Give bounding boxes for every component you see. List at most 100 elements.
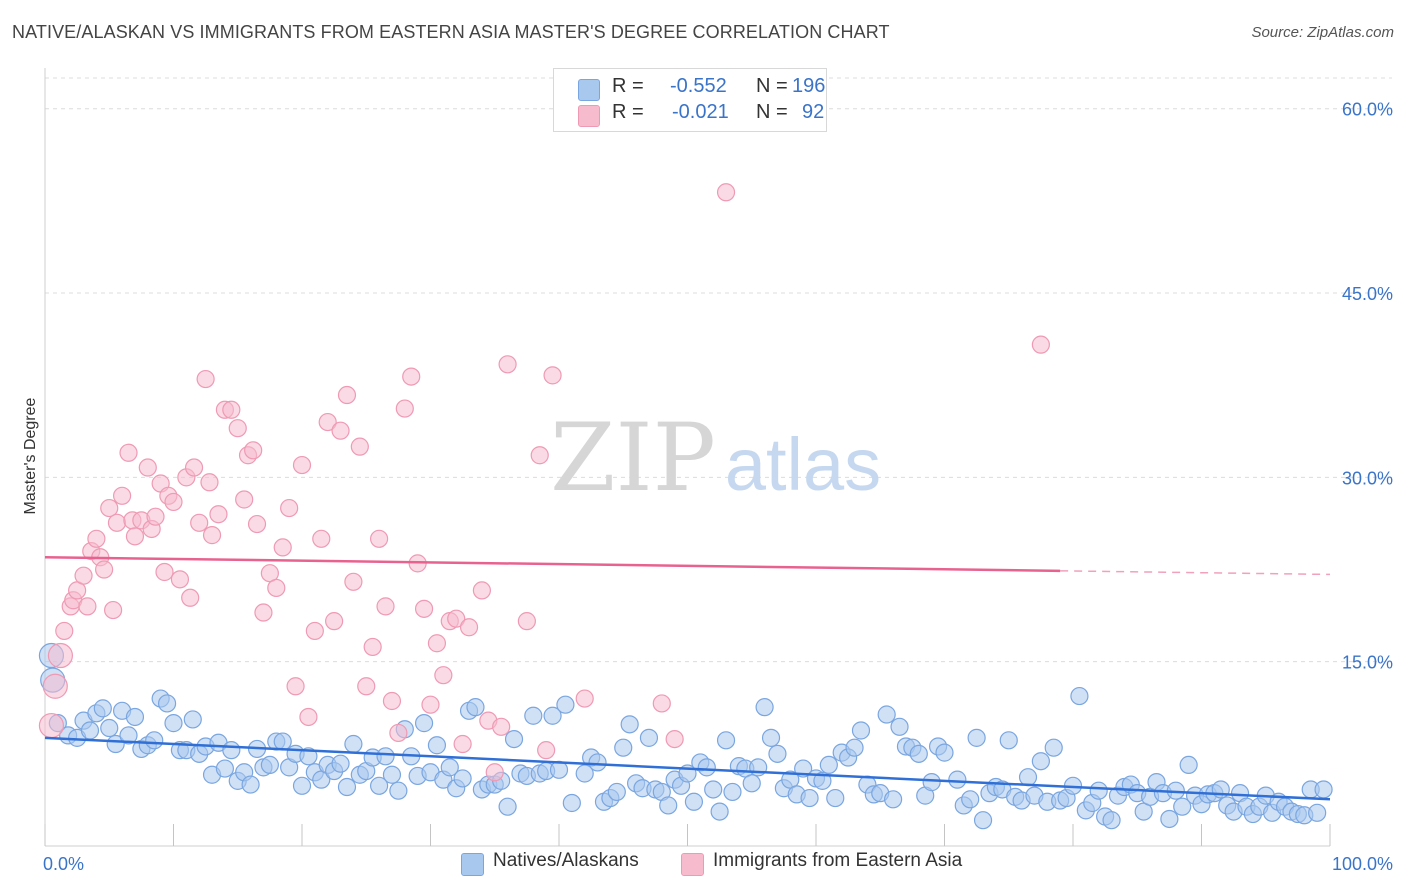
natives-point xyxy=(453,769,472,788)
legend-r-label: R = xyxy=(612,75,644,97)
natives-point xyxy=(100,718,119,738)
natives-point xyxy=(562,793,581,813)
natives-trend-line xyxy=(44,736,1331,801)
eastern-asia-point xyxy=(47,642,74,669)
legend-n-label: N = xyxy=(756,101,788,123)
eastern-asia-point xyxy=(344,572,363,591)
eastern-asia-point xyxy=(107,513,127,532)
natives-point xyxy=(498,797,517,816)
legend-r-value-eastern-asia: -0.021 xyxy=(672,101,729,123)
natives-point xyxy=(973,811,993,830)
series-natives-points xyxy=(38,642,1333,830)
natives-point xyxy=(967,728,986,747)
natives-point xyxy=(845,738,864,757)
eastern-asia-point xyxy=(181,588,200,607)
bottom-legend-label-natives: Natives/Alaskans xyxy=(493,850,639,871)
natives-point xyxy=(414,714,434,733)
eastern-asia-point xyxy=(517,612,536,631)
natives-point xyxy=(222,741,241,760)
eastern-asia-point xyxy=(100,498,119,518)
natives-point xyxy=(1179,755,1198,774)
natives-point xyxy=(389,781,408,800)
eastern-asia-point xyxy=(389,723,408,743)
natives-point xyxy=(755,698,774,717)
eastern-asia-point xyxy=(222,400,241,419)
natives-point xyxy=(761,728,781,747)
natives-point xyxy=(331,754,350,773)
legend-n-value-natives: 196 xyxy=(792,75,826,97)
natives-point xyxy=(125,707,145,727)
legend-n-label: N = xyxy=(756,75,788,97)
natives-point xyxy=(999,731,1018,750)
natives-point xyxy=(948,770,967,789)
natives-point xyxy=(620,715,639,734)
eastern-asia-point xyxy=(312,529,331,548)
eastern-asia-point xyxy=(357,677,376,696)
natives-point xyxy=(883,790,903,809)
natives-point xyxy=(1089,781,1108,800)
bottom-legend-swatch-natives xyxy=(461,853,484,876)
natives-point xyxy=(370,776,389,795)
bottom-legend-swatch-eastern-asia xyxy=(681,853,704,876)
natives-point xyxy=(639,728,659,747)
eastern-asia-trend-line xyxy=(44,555,1061,573)
eastern-asia-point xyxy=(434,666,453,685)
eastern-asia-point xyxy=(119,443,138,462)
natives-point xyxy=(710,802,729,821)
y-tick-label: 15.0% xyxy=(1342,653,1393,673)
natives-point xyxy=(1314,780,1333,799)
eastern-asia-point xyxy=(286,677,305,696)
eastern-asia-point xyxy=(402,367,421,386)
natives-point xyxy=(260,755,279,774)
legend-swatch-eastern-asia xyxy=(578,105,600,127)
eastern-asia-point xyxy=(665,729,684,749)
natives-point xyxy=(684,792,704,811)
series-eastern-asia-points xyxy=(38,183,1050,782)
natives-point xyxy=(119,726,138,745)
eastern-asia-point xyxy=(421,695,440,714)
natives-point xyxy=(1018,768,1038,787)
eastern-asia-point xyxy=(228,419,247,438)
natives-point xyxy=(723,782,742,802)
eastern-asia-point xyxy=(337,385,357,405)
eastern-asia-point xyxy=(459,618,479,637)
source-label: Source: ZipAtlas.com xyxy=(1251,24,1394,41)
bottom-legend-label-eastern-asia: Immigrants from Eastern Asia xyxy=(713,850,963,871)
natives-point xyxy=(851,721,871,740)
legend-r-label: R = xyxy=(612,101,644,123)
natives-point xyxy=(1160,809,1179,829)
eastern-asia-point xyxy=(184,458,204,477)
trend-lines xyxy=(44,555,1331,801)
natives-point xyxy=(427,736,447,755)
eastern-asia-point xyxy=(104,600,123,620)
natives-point xyxy=(80,721,100,740)
eastern-asia-point xyxy=(1031,335,1050,354)
eastern-asia-point xyxy=(95,560,114,579)
natives-point xyxy=(292,776,312,795)
eastern-asia-point xyxy=(55,621,74,641)
eastern-asia-point xyxy=(537,741,556,760)
natives-point xyxy=(800,788,819,808)
natives-point xyxy=(819,755,838,774)
natives-point xyxy=(826,788,845,808)
natives-point xyxy=(466,698,485,717)
natives-point xyxy=(241,775,260,794)
watermark-zip: ZIP xyxy=(550,404,716,513)
natives-point xyxy=(935,743,954,762)
eastern-asia-point xyxy=(472,581,491,600)
natives-point xyxy=(164,714,183,733)
natives-point xyxy=(909,744,928,763)
eastern-asia-point xyxy=(42,673,68,699)
eastern-asia-point xyxy=(292,455,312,475)
x-tick-label-min: 0.0% xyxy=(43,854,84,874)
eastern-asia-point xyxy=(170,570,190,589)
watermark-atlas: atlas xyxy=(725,423,881,506)
eastern-asia-point xyxy=(427,634,447,653)
eastern-asia-point xyxy=(190,513,209,532)
natives-point xyxy=(382,765,402,784)
eastern-asia-point xyxy=(305,621,324,641)
eastern-asia-point xyxy=(492,717,511,736)
natives-point xyxy=(575,764,594,783)
natives-point xyxy=(440,758,459,777)
